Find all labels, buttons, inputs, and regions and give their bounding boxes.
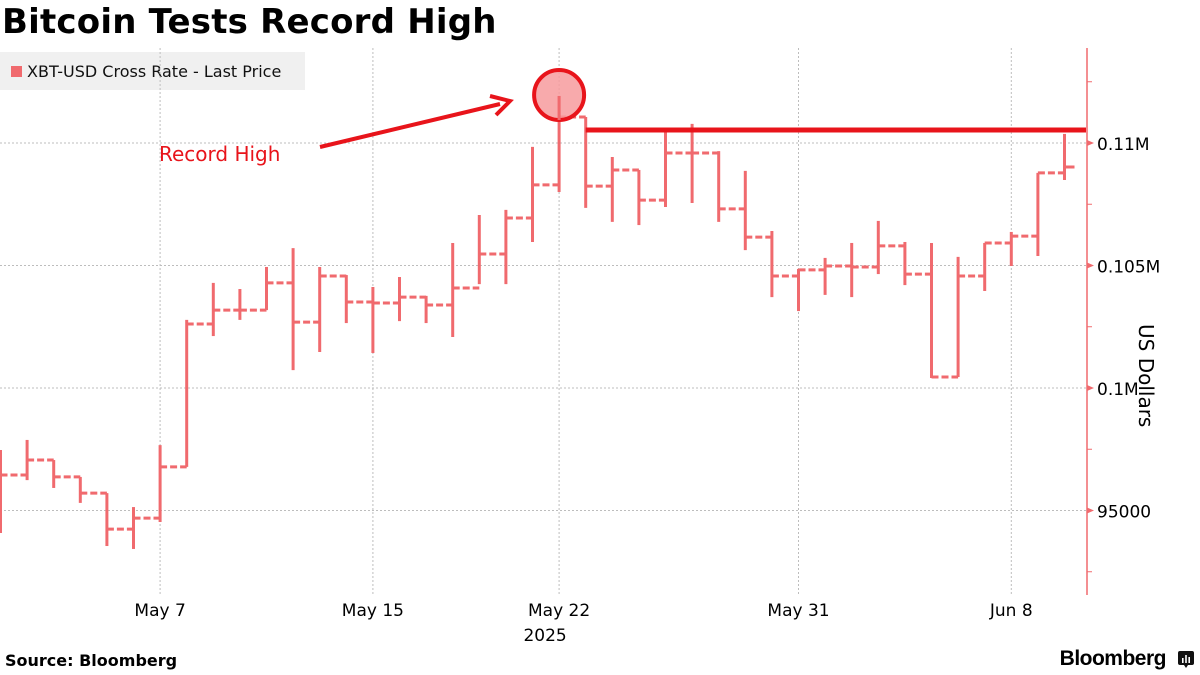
y-tick-label: 0.11M <box>1097 135 1150 155</box>
price-bars <box>0 95 1075 549</box>
x-tick-label: May 22 <box>528 601 590 621</box>
brand-logo: Bloomberg <box>1059 647 1167 670</box>
y-tick-label: 0.105M <box>1097 258 1160 278</box>
legend-label: XBT-USD Cross Rate - Last Price <box>27 61 282 81</box>
x-tick-label: May 31 <box>767 601 829 621</box>
x-year-label: 2025 <box>523 626 566 646</box>
y-tick-label: 95000 <box>1097 503 1151 523</box>
bloomberg-chart-icon <box>1178 651 1194 668</box>
y-axis-title: US Dollars <box>1134 324 1158 428</box>
y-tick-label: 0.1M <box>1097 380 1139 400</box>
record-high-label: Record High <box>159 142 280 166</box>
chart-title: Bitcoin Tests Record High <box>2 2 497 42</box>
arrow-icon <box>319 102 501 149</box>
source-note: Source: Bloomberg <box>5 651 178 670</box>
legend-swatch-icon <box>11 65 22 77</box>
legend: XBT-USD Cross Rate - Last Price <box>0 52 305 90</box>
x-tick-label: May 15 <box>342 601 404 621</box>
x-tick-label: Jun 8 <box>989 601 1033 621</box>
x-tick-label: May 7 <box>134 601 185 621</box>
